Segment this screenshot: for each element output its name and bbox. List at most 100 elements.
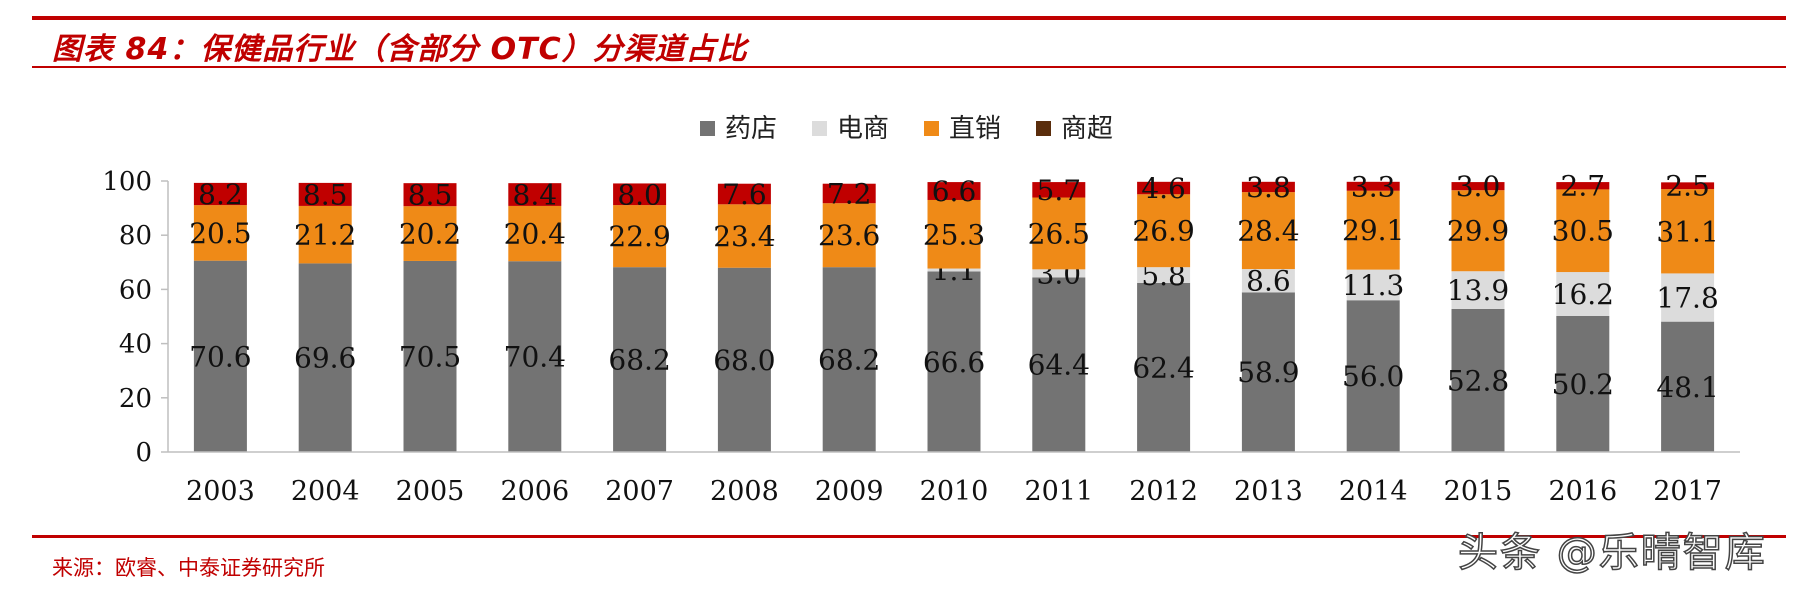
bar-segment-2015-4	[1451, 182, 1505, 191]
data-label: 17.8	[1656, 282, 1718, 315]
x-tick-label: 2012	[1129, 476, 1198, 507]
data-label: 16.2	[1552, 278, 1614, 311]
data-label: 70.5	[399, 340, 461, 373]
bar-segment-2014-1	[1346, 300, 1400, 452]
top-rule	[32, 16, 1786, 20]
data-label: 2.7	[1561, 170, 1606, 203]
data-label: 13.9	[1447, 274, 1509, 307]
bar-segment-2005-3	[403, 206, 457, 261]
bar-segment-2015-1	[1451, 308, 1505, 452]
data-label: 8.4	[513, 179, 558, 212]
x-tick-label: 2007	[605, 476, 674, 507]
x-tick-label: 2014	[1339, 476, 1408, 507]
x-axis: 2003 2004 2005 2006 2007 2008 2009 2010 2011 2012…	[168, 451, 1740, 507]
x-tick-label: 2009	[815, 476, 884, 507]
legend-label-1: 药店	[725, 114, 777, 144]
bar-segment-2013-3	[1241, 192, 1295, 270]
bar-segment-2004-3	[298, 205, 352, 264]
legend: 药店 电商 直销 商超	[700, 114, 1113, 144]
bar-segment-2008-4	[717, 183, 771, 205]
bar-segment-2008-1	[717, 267, 771, 452]
data-label: 8.2	[198, 178, 243, 211]
y-tick-label: 40	[119, 330, 152, 360]
data-label: 70.6	[189, 340, 251, 373]
source-note: 来源：欧睿、中泰证券研究所	[52, 556, 325, 580]
bar-segment-2010-4	[927, 182, 981, 200]
bar-segment-2017-4	[1661, 182, 1715, 190]
data-label: 8.5	[408, 179, 453, 212]
data-label: 68.0	[713, 344, 775, 377]
legend-swatch-4	[1036, 121, 1051, 136]
bar-segment-2007-4	[613, 183, 667, 206]
bar-segment-2003-4	[193, 182, 247, 206]
legend-swatch-1	[700, 121, 715, 136]
x-tick-label: 2016	[1548, 476, 1617, 507]
bar-segment-2010-3	[927, 199, 981, 269]
bar-segment-2005-1	[403, 260, 457, 452]
bar-segment-2014-4	[1346, 181, 1400, 191]
x-tick-label: 2015	[1444, 476, 1513, 507]
bar-segment-2007-3	[613, 205, 667, 268]
y-axis: 0 20 40 60 80 100	[102, 167, 169, 468]
data-label: 2.5	[1665, 170, 1710, 203]
legend-label-4: 商超	[1061, 114, 1113, 144]
bar-segment-2003-1	[193, 260, 247, 452]
data-label: 68.2	[608, 344, 670, 377]
data-label: 4.6	[1141, 172, 1186, 205]
data-label: 23.4	[713, 220, 775, 253]
x-tick-label: 2017	[1653, 476, 1722, 507]
title-rule	[32, 66, 1786, 68]
data-label: 68.2	[818, 344, 880, 377]
data-label: 28.4	[1237, 215, 1299, 248]
bar-segment-2016-2	[1556, 272, 1610, 316]
data-label: 11.3	[1342, 269, 1404, 302]
bar-segment-2017-1	[1661, 321, 1715, 452]
bar-segment-2009-1	[822, 267, 876, 452]
x-tick-label: 2010	[920, 476, 989, 507]
data-label: 8.6	[1246, 265, 1291, 298]
data-label: 48.1	[1656, 371, 1718, 404]
data-label: 29.9	[1447, 215, 1509, 248]
x-tick-label: 2011	[1024, 476, 1093, 507]
data-label: 7.6	[722, 178, 767, 211]
bar-segment-2003-3	[193, 205, 247, 261]
bar-segment-2011-2	[1032, 269, 1086, 278]
data-label: 31.1	[1656, 215, 1718, 248]
data-label: 8.5	[303, 178, 348, 211]
bar-segment-2011-3	[1032, 197, 1086, 270]
x-tick-label: 2006	[500, 476, 569, 507]
chart-title: 图表 84：保健品行业（含部分 OTC）分渠道占比	[52, 32, 748, 67]
data-label: 50.2	[1552, 368, 1614, 401]
y-tick-label: 60	[119, 275, 152, 305]
data-label: 62.4	[1132, 351, 1194, 384]
bar-segment-2014-3	[1346, 190, 1400, 270]
data-label: 52.8	[1447, 364, 1509, 397]
data-label: 20.2	[399, 218, 461, 251]
x-tick-label: 2005	[396, 476, 465, 507]
bar-segment-2017-3	[1661, 189, 1715, 274]
bars: 70.6 20.5 8.2 69.6 21.2 8.5 70.5 20.2 8.5 70.4 20.…	[189, 170, 1719, 452]
bar-segment-2016-3	[1556, 189, 1610, 273]
bar-segment-2006-3	[508, 205, 562, 262]
data-label: 5.7	[1037, 174, 1082, 207]
x-tick-label: 2004	[291, 476, 360, 507]
y-tick-label: 0	[135, 438, 152, 468]
bar-segment-2011-1	[1032, 277, 1086, 452]
data-label: 58.9	[1237, 356, 1299, 389]
legend-swatch-3	[924, 121, 939, 136]
x-tick-label: 2013	[1234, 476, 1303, 507]
legend-label-3: 直销	[949, 114, 1001, 144]
bar-segment-2012-2	[1137, 267, 1191, 283]
data-label: 20.5	[189, 217, 251, 250]
data-label: 64.4	[1028, 349, 1090, 382]
y-tick-label: 80	[119, 221, 152, 251]
bar-segment-2012-3	[1137, 194, 1191, 268]
data-label: 23.6	[818, 219, 880, 252]
bar-segment-2005-4	[403, 183, 457, 207]
data-label: 8.0	[617, 178, 662, 211]
legend-swatch-2	[812, 121, 827, 136]
bar-segment-2009-3	[822, 203, 876, 268]
legend-label-2: 电商	[837, 114, 889, 144]
data-label: 3.8	[1246, 171, 1291, 204]
x-tick-label: 2003	[186, 476, 255, 507]
